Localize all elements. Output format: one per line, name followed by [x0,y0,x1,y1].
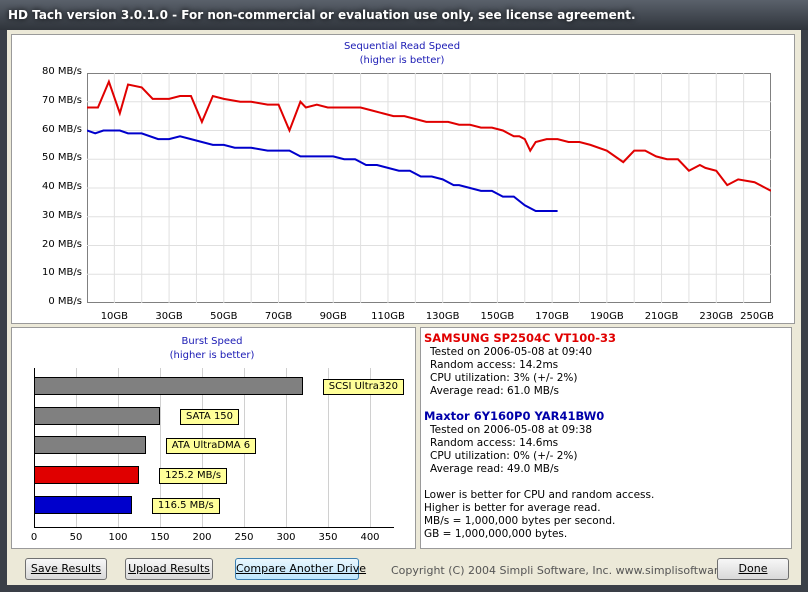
x-tick-label: 250GB [740,311,774,322]
burst-chart-title: Burst Speed [181,336,243,347]
x-tick-label: 90GB [319,311,347,322]
burst-x-tick-label: 50 [69,532,83,543]
y-tick-label: 60 MB/s [42,123,82,135]
series-line-2 [87,129,558,212]
x-tick-label: 10GB [100,311,129,322]
note-cpu-random: Lower is better for CPU and random acces… [424,489,655,501]
y-tick-label: 70 MB/s [42,94,82,106]
drive1-tested: Tested on 2006-05-08 at 09:40 [430,346,593,358]
burst-bar [34,436,146,454]
sequential-chart-panel: Sequential Read Speed (higher is better)… [11,34,795,324]
x-tick-label: 50GB [210,311,238,322]
burst-bar [34,496,132,514]
burst-bar-label: 116.5 MB/s [151,498,220,514]
window-title: HD Tach version 3.0.1.0 - For non-commer… [0,0,808,30]
drive1-random-access: Random access: 14.2ms [430,359,559,371]
burst-bar-label: SATA 150 [180,409,240,425]
x-tick-label: 130GB [425,311,460,322]
drive2-cpu-utilization: CPU utilization: 0% (+/- 2%) [430,450,578,462]
burst-x-tick-label: 100 [108,532,128,543]
sequential-read-plot [87,73,771,303]
y-tick-label: 80 MB/s [42,66,82,77]
y-tick-label: 30 MB/s [42,209,82,221]
x-tick-label: 70GB [264,311,293,322]
x-tick-label: 170GB [535,311,569,322]
burst-x-tick-label: 300 [276,532,296,543]
x-tick-label: 210GB [644,311,679,322]
note-average-read: Higher is better for average read. [424,502,601,514]
y-tick-label: 20 MB/s [42,238,82,250]
x-tick-label: 110GB [371,311,405,322]
drive2-average-read: Average read: 49.0 MB/s [430,463,559,475]
y-tick-label: 50 MB/s [42,152,82,164]
x-tick-label: 150GB [480,311,515,322]
drive2-tested: Tested on 2006-05-08 at 09:38 [430,424,593,436]
burst-bar-label: 125.2 MB/s [159,468,228,484]
copyright-text: Copyright (C) 2004 Simpli Software, Inc.… [391,564,752,577]
burst-chart-panel: Burst Speed (higher is better) SCSI Ultr… [11,327,416,549]
burst-bar-label: SCSI Ultra320 [322,379,404,395]
y-tick-label: 40 MB/s [42,181,82,192]
x-tick-label: 30GB [155,311,183,322]
burst-x-tick-label: 0 [30,532,38,543]
upload-results-button[interactable]: Upload Results [125,558,213,580]
save-results-button[interactable]: Save Results [25,558,107,580]
sequential-chart-subtitle: (higher is better) [359,55,445,66]
burst-chart-subtitle: (higher is better) [169,350,255,361]
burst-x-tick-label: 200 [192,532,212,543]
drive2-name: Maxtor 6Y160P0 YAR41BW0 [424,409,605,423]
note-mbs-definition: MB/s = 1,000,000 bytes per second. [424,515,616,527]
burst-x-tick-label: 350 [318,532,338,543]
drive1-average-read: Average read: 61.0 MB/s [430,385,559,397]
sequential-chart-title: Sequential Read Speed [343,41,461,52]
burst-x-tick-label: 250 [234,532,254,543]
series-line-1 [87,78,771,192]
note-gb-definition: GB = 1,000,000,000 bytes. [424,528,568,540]
burst-bar-label: ATA UltraDMA 6 [165,438,257,454]
drive2-random-access: Random access: 14.6ms [430,437,559,449]
x-tick-label: 190GB [589,311,624,322]
drive1-cpu-utilization: CPU utilization: 3% (+/- 2%) [430,372,578,384]
drive1-name: SAMSUNG SP2504C VT100-33 [424,331,617,345]
burst-x-tick-label: 150 [150,532,170,543]
burst-bar [34,407,160,425]
burst-x-tick-label: 400 [360,532,380,543]
burst-bar [34,377,303,395]
burst-bar [34,466,140,484]
y-tick-label: 0 MB/s [48,296,82,307]
drive-info-panel: SAMSUNG SP2504C VT100-33 Tested on 2006-… [420,327,792,549]
done-button[interactable]: Done [717,558,789,580]
compare-another-drive-button[interactable]: Compare Another Drive [235,558,366,580]
client-area: Sequential Read Speed (higher is better)… [7,30,801,585]
x-tick-label: 230GB [699,311,734,322]
y-tick-label: 10 MB/s [42,267,82,279]
